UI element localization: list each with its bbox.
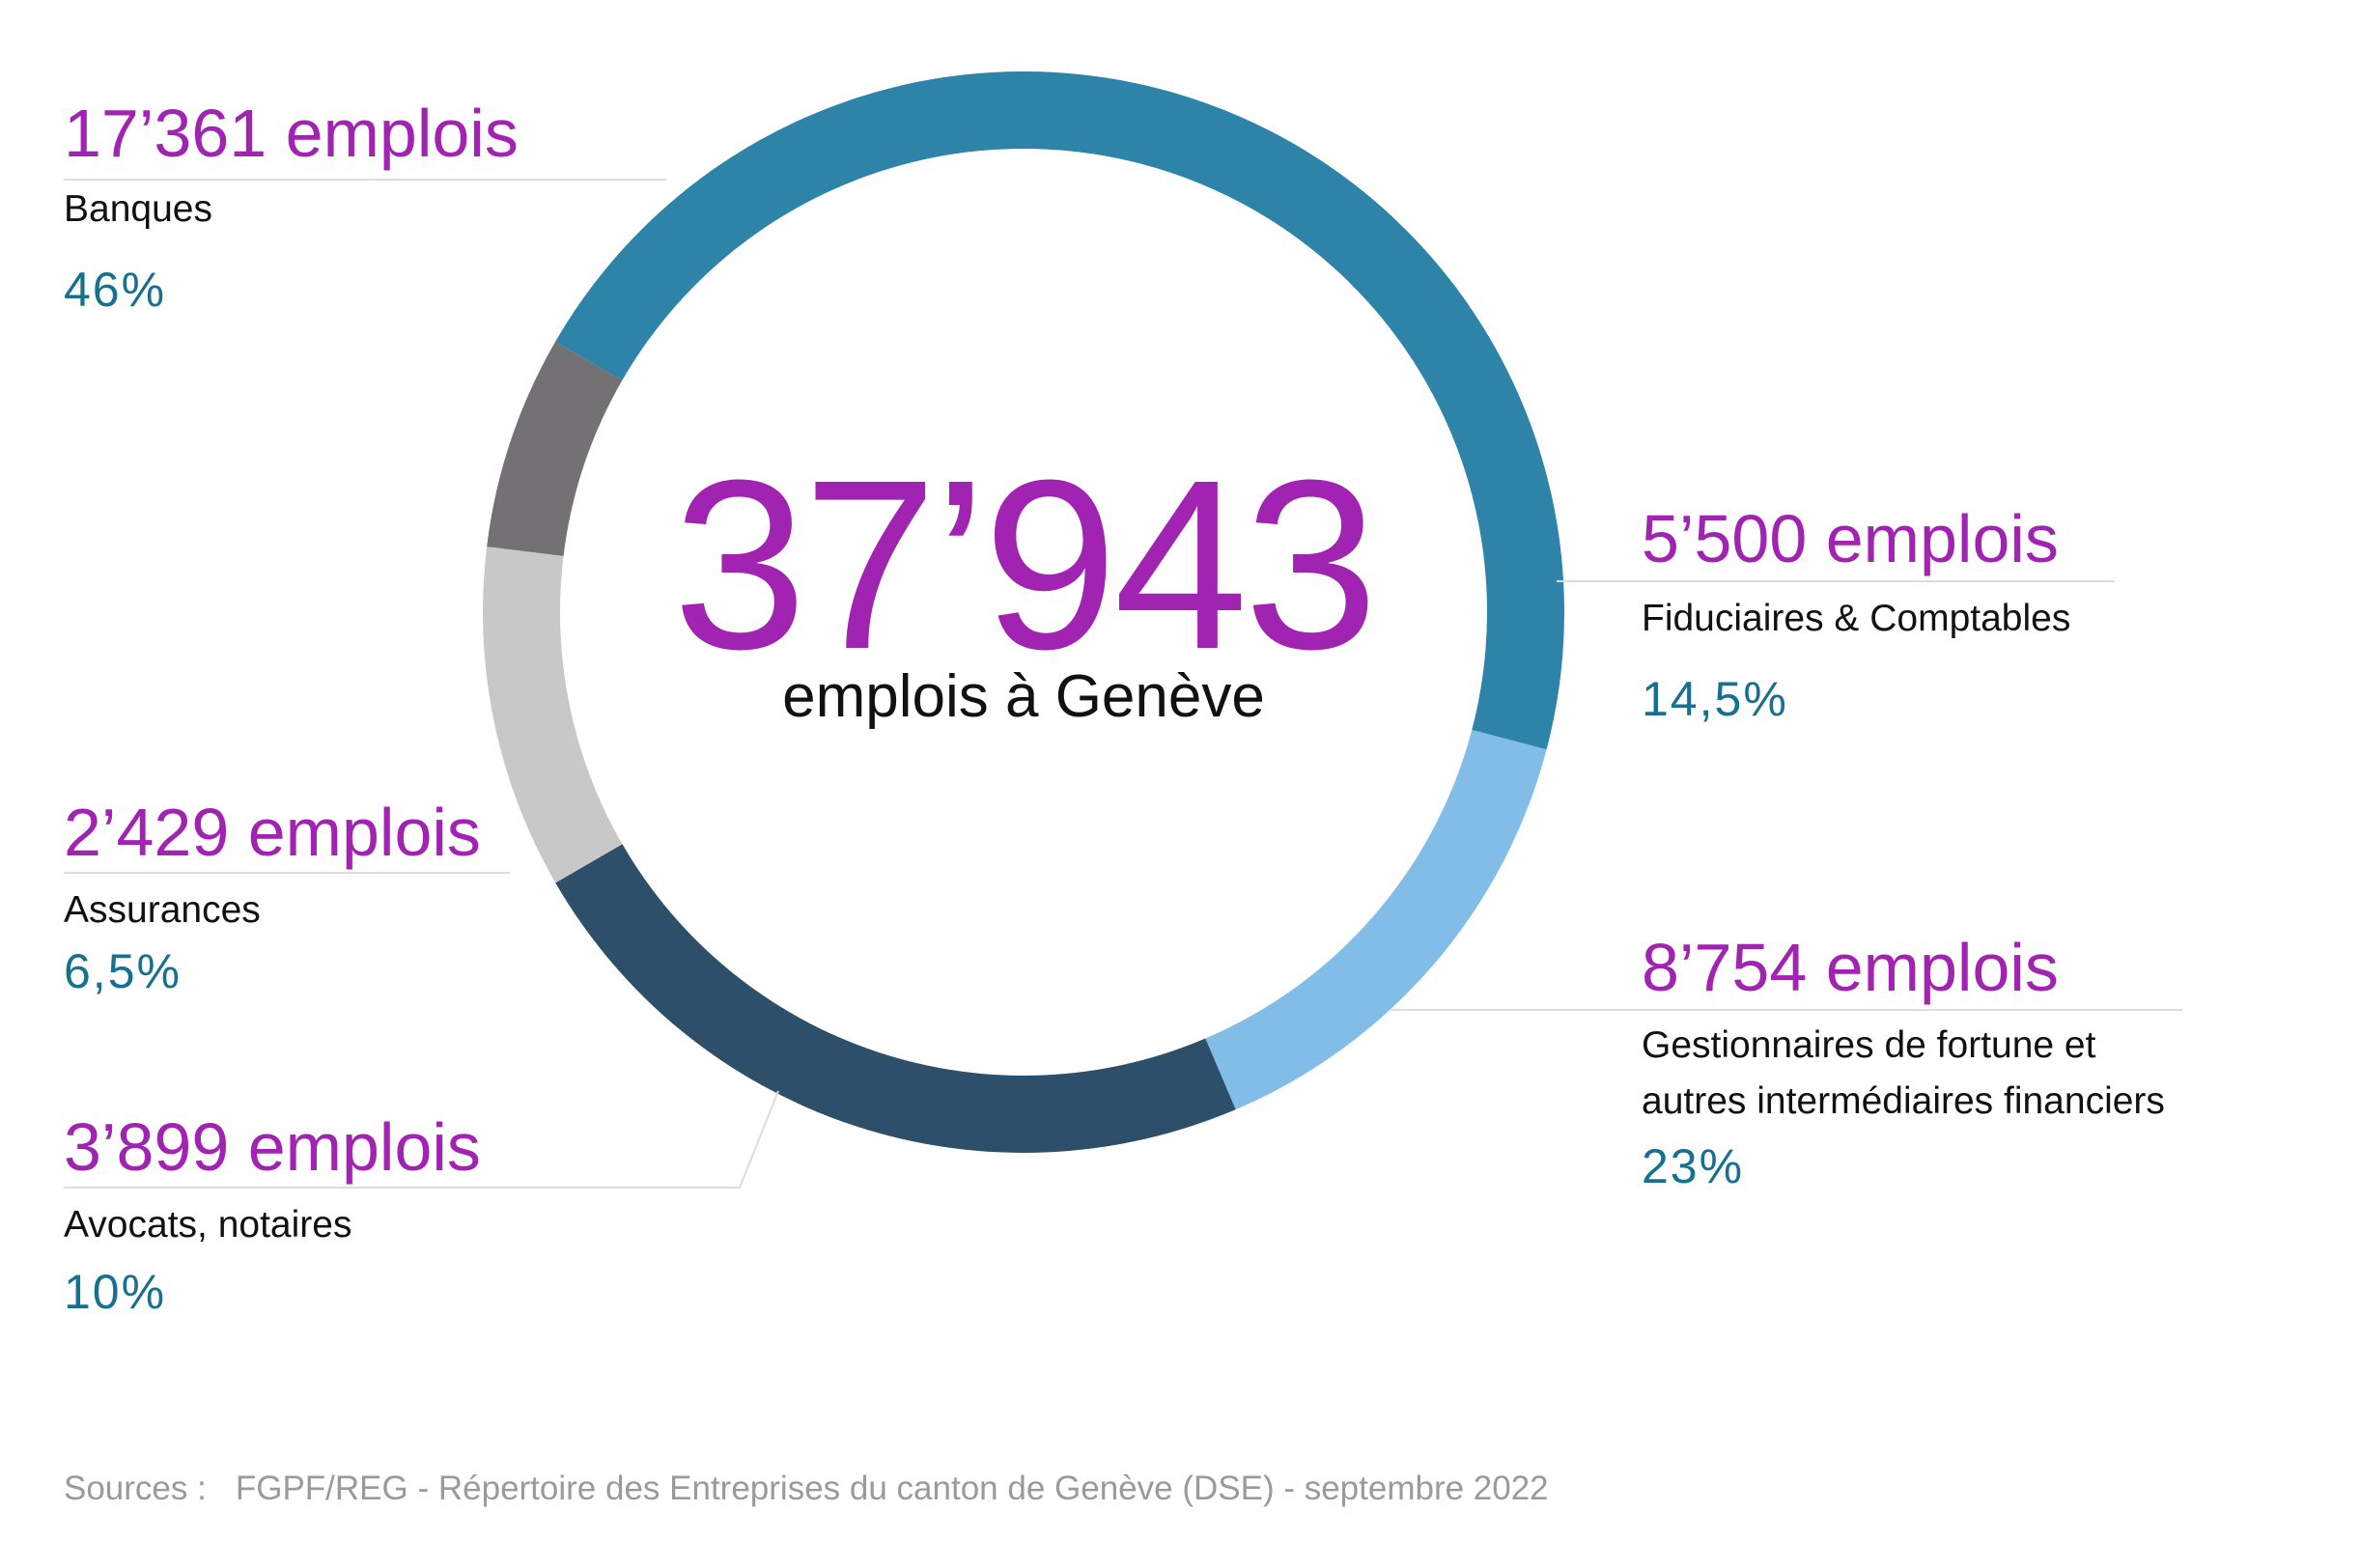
donut-slice-avocats: [482, 546, 623, 883]
slice-name-line-1: Gestionnaires de fortune et: [1642, 1024, 2096, 1066]
center-caption: emplois à Genève: [782, 663, 1265, 730]
slice-label-gestionnaires: 8’754 emplois Gestionnaires de fortune e…: [1642, 929, 2165, 1197]
slice-share: 10%: [64, 1265, 167, 1319]
sources-note: Sources : FGPF/REG - Répertoire des Entre…: [64, 1468, 1549, 1510]
slice-value: 2’429 emplois: [64, 795, 481, 870]
slice-name: Assurances: [64, 889, 261, 931]
slice-value: 17’361 emplois: [64, 96, 519, 171]
leader-line-avocats: [64, 1090, 779, 1189]
slice-name: Fiduciaires & Comptables: [1642, 598, 2071, 639]
donut-slice-gestionnaires: [555, 844, 1236, 1154]
slice-share: 14,5%: [1642, 672, 1788, 726]
center-total: 37’943: [672, 430, 1379, 699]
slice-label-avocats: 3’899 emplois Avocats, notaires 10%: [64, 1108, 481, 1323]
slice-label-fiduciaires: 5’500 emplois Fiduciaires & Comptables 1…: [1642, 500, 2070, 730]
slice-share: 46%: [64, 263, 167, 317]
slice-value: 3’899 emplois: [64, 1109, 481, 1185]
slice-value: 8’754 emplois: [1642, 930, 2059, 1005]
sources-text: FGPF/REG - Répertoire des Entreprises du…: [235, 1470, 1549, 1507]
slice-value: 5’500 emplois: [1642, 501, 2059, 576]
sources-prefix: Sources :: [64, 1470, 207, 1507]
slice-share: 23%: [1642, 1139, 1745, 1193]
slice-name: Banques: [64, 188, 212, 230]
slice-label-banques: 17’361 emplois Banques 46%: [64, 95, 519, 321]
slice-label-assurances: 2’429 emplois Assurances 6,5%: [64, 794, 481, 1002]
slice-name-line-2: autres intermédiaires financiers: [1642, 1080, 2165, 1122]
donut-slice-assurances: [487, 342, 623, 556]
slice-name: Avocats, notaires: [64, 1204, 352, 1246]
slice-share: 6,5%: [64, 944, 182, 998]
donut-slice-banques: [555, 70, 1564, 750]
donut-slice-fiduciaires: [1205, 729, 1547, 1110]
